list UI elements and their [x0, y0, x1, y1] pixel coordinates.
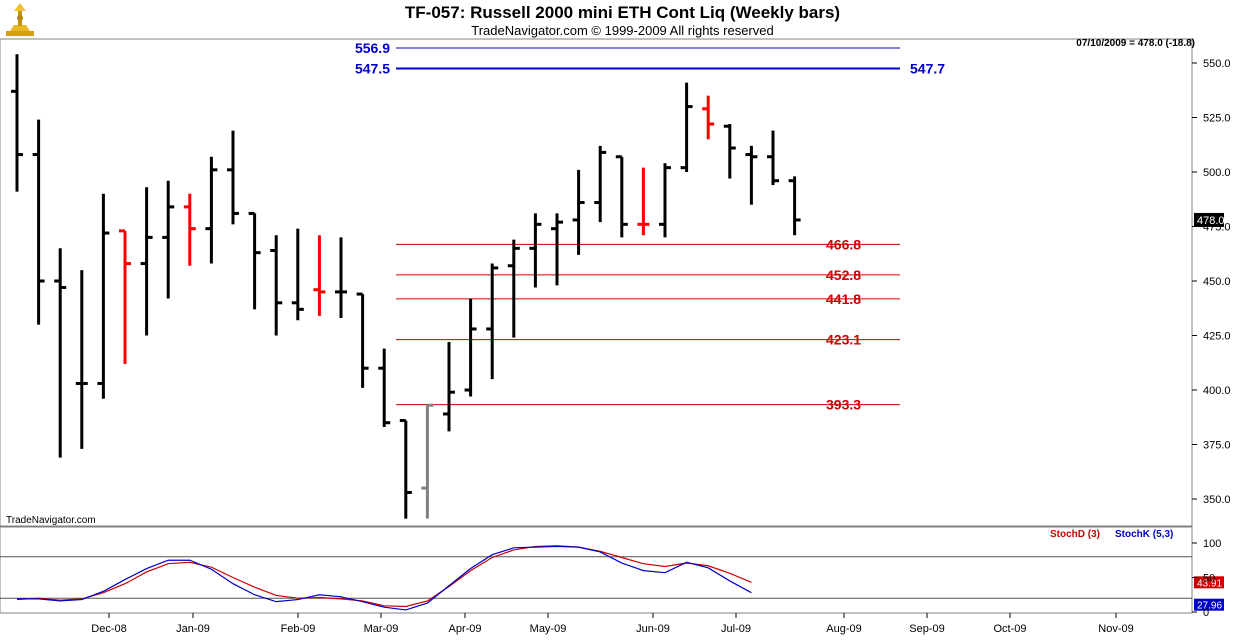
ohlc-bar	[788, 176, 801, 236]
ohlc-bar	[680, 82, 693, 172]
ohlc-bar	[183, 193, 196, 266]
y-tick-label: 450.0	[1203, 276, 1231, 288]
osc-y-tick-label: 100	[1203, 538, 1221, 550]
level-label-right: 423.1	[826, 332, 861, 348]
stochastic-line	[16, 545, 752, 608]
level-label-left: 556.9	[355, 40, 390, 56]
stochastic-value-label: 43.91	[1197, 578, 1222, 589]
ohlc-bar	[75, 270, 88, 449]
stochastic-value-box	[1194, 598, 1224, 611]
stochastic-legend-label: StochK (5,3)	[1115, 529, 1173, 540]
chart-title: TF-057: Russell 2000 mini ETH Cont Liq (…	[404, 3, 841, 22]
x-tick-label: Nov-09	[1098, 623, 1133, 635]
ohlc-bar	[767, 130, 779, 186]
level-label-right: 466.8	[826, 236, 861, 252]
ohlc-bar	[378, 348, 391, 428]
ohlc-bar	[443, 342, 455, 432]
stochastic-value-label: 27.96	[1197, 601, 1222, 612]
y-tick-label: 550.0	[1203, 58, 1231, 70]
y-tick-label: 425.0	[1203, 331, 1231, 343]
level-label-right: 452.8	[826, 267, 861, 283]
watermark-label: TradeNavigator.com	[6, 515, 96, 526]
osc-y-tick-label: 50	[1203, 573, 1215, 585]
level-label-right: 547.7	[910, 60, 945, 76]
stochastic-value-box	[1194, 576, 1224, 589]
x-tick-label: Aug-09	[826, 623, 861, 635]
ohlc-bar	[507, 239, 520, 338]
ohlc-bar	[399, 419, 412, 519]
ohlc-bar	[32, 119, 45, 325]
ohlc-bar	[572, 169, 585, 255]
ohlc-bar	[529, 213, 542, 288]
ohlc-bar	[227, 130, 239, 225]
ohlc-bar	[205, 156, 218, 264]
stochastic-legend-label: StochD (3)	[1050, 529, 1100, 540]
ohlc-bar	[313, 235, 326, 316]
x-tick-label: Dec-08	[91, 623, 126, 635]
x-tick-label: Mar-09	[364, 623, 399, 635]
y-tick-label: 525.0	[1203, 113, 1231, 125]
ohlc-bar	[745, 145, 758, 205]
x-tick-label: Jun-09	[636, 623, 670, 635]
ohlc-bar	[97, 193, 110, 399]
level-label-right: 441.8	[826, 291, 861, 307]
ohlc-bar	[140, 187, 153, 336]
ohlc-bar	[270, 235, 283, 336]
y-tick-label: 500.0	[1203, 167, 1231, 179]
x-tick-label: Jul-09	[721, 623, 751, 635]
ohlc-bar	[356, 292, 369, 388]
ohlc-bar	[637, 167, 650, 236]
ohlc-bar	[119, 229, 131, 364]
chart-subtitle: TradeNavigator.com © 1999-2009 All right…	[471, 23, 774, 38]
ohlc-bar	[464, 298, 477, 397]
trade-navigator-logo-icon	[4, 3, 36, 37]
ohlc-bar	[702, 95, 715, 140]
ohlc-bar	[162, 180, 175, 299]
x-tick-label: Feb-09	[281, 623, 316, 635]
x-tick-label: Oct-09	[993, 623, 1026, 635]
level-label-right: 393.3	[826, 397, 861, 413]
x-tick-label: Apr-09	[448, 623, 481, 635]
y-tick-label: 375.0	[1203, 440, 1231, 452]
y-tick-label: 350.0	[1203, 494, 1231, 506]
ohlc-bar	[723, 124, 736, 179]
ohlc-bar	[594, 145, 607, 223]
ohlc-bar	[11, 54, 23, 192]
last-price-box	[1194, 212, 1224, 227]
y-tick-label: 400.0	[1203, 385, 1231, 397]
ohlc-bar	[421, 403, 434, 519]
x-tick-label: May-09	[530, 623, 567, 635]
ohlc-bar	[248, 211, 261, 310]
osc-y-tick-label: 0	[1203, 607, 1209, 619]
price-readout: 07/10/2009 = 478.0 (-18.8)	[1076, 38, 1195, 49]
ohlc-bar	[486, 263, 499, 380]
x-tick-label: Sep-09	[909, 623, 944, 635]
ohlc-bar	[551, 213, 563, 286]
stochastic-line	[17, 545, 752, 611]
ohlc-bar	[615, 155, 628, 238]
x-tick-label: Jan-09	[176, 623, 210, 635]
level-label-left: 547.5	[355, 60, 390, 76]
last-price-label: 478.0	[1197, 215, 1225, 227]
ohlc-bar	[335, 237, 347, 319]
ohlc-bar	[291, 228, 304, 321]
ohlc-bar	[659, 163, 671, 238]
ohlc-bar	[54, 248, 67, 458]
